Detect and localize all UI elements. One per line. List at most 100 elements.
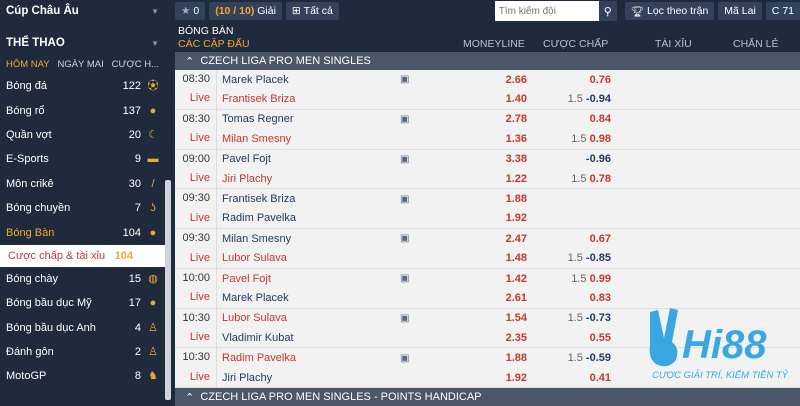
favorite-star-icon[interactable]: ▣ (400, 273, 410, 285)
moneyline-odds[interactable]: 1.48 (505, 252, 527, 265)
handicap-odds[interactable]: -0.96 (527, 153, 611, 165)
filter-match-button[interactable]: 🏆︎ Lọc theo trận (624, 2, 715, 20)
league-header[interactable]: ⌃ CZECH LIGA PRO MEN SINGLES (175, 52, 800, 70)
table-tennis-icon: ● (149, 226, 157, 239)
handicap-odds[interactable]: 1.5 -0.73 (527, 312, 611, 324)
moneyline-odds[interactable]: 1.92 (505, 371, 527, 384)
handicap-odds[interactable]: 0.84 (527, 113, 611, 125)
moneyline-odds[interactable]: 2.47 (505, 232, 527, 245)
team-name: Jiri Plachy (222, 371, 273, 384)
sidebar-cup-europe[interactable]: Cúp Châu Âu ▼ (0, 0, 165, 22)
moneyline-odds[interactable]: 2.61 (505, 291, 527, 304)
sidebar-scrollbar[interactable] (165, 180, 171, 400)
live-status: Live (175, 328, 217, 348)
label: MotoGP (6, 370, 47, 383)
moneyline-odds[interactable]: 3.38 (505, 153, 527, 166)
handicap-line: 1.5 (567, 312, 583, 325)
match: 08:30 Tomas Regner ▣ 2.78 0.84 Live Mila… (175, 109, 800, 150)
tab-tomorrow[interactable]: NGÀY MAI (57, 58, 104, 70)
moneyline-odds[interactable]: 1.22 (505, 172, 527, 185)
moneyline-odds[interactable]: 2.35 (505, 331, 527, 344)
favorite-star-icon[interactable]: ▣ (400, 233, 410, 245)
favorite-star-icon[interactable]: ▣ (400, 193, 410, 205)
team-name: Jiri Plachy (222, 172, 273, 185)
handicap-odds[interactable]: 1.5 -0.94 (527, 93, 611, 105)
moneyline-odds[interactable]: 1.36 (505, 132, 527, 145)
handicap-odds[interactable]: 0.41 (527, 372, 611, 384)
svg-text:CƯỢC GIẢI TRÍ, KIẾM TIỀN TỶ: CƯỢC GIẢI TRÍ, KIẾM TIỀN TỶ (652, 369, 789, 381)
leagues-count: 10 / 10 (218, 5, 251, 17)
search-input[interactable] (494, 1, 599, 21)
handicap-odds[interactable]: 1.5 -0.85 (527, 252, 611, 264)
refresh-button[interactable]: C 71 (765, 2, 800, 20)
team-name: Frantisek Briza (222, 193, 296, 206)
team-name: Marek Placek (222, 291, 289, 304)
label: Bóng bầu dục Anh (6, 321, 96, 334)
label: Đánh gôn (6, 346, 54, 359)
team-name: Frantisek Briza (222, 93, 296, 106)
odds-type-button[interactable]: Mã Lai (718, 2, 762, 20)
motorbike-icon: ♞ (148, 370, 158, 383)
count: 104 (114, 249, 133, 262)
match: 10:30 Lubor Sulava ▣ 1.54 1.5 -0.73 Live… (175, 308, 800, 349)
favorite-star-icon[interactable]: ▣ (400, 312, 410, 324)
sidebar-item[interactable]: Bóng đá 122 ⚽︎ (0, 74, 165, 98)
moneyline-odds[interactable]: 2.78 (505, 113, 527, 126)
fav-count: 0 (193, 5, 200, 17)
handicap-odds[interactable]: 0.55 (527, 332, 611, 344)
favorite-star-icon[interactable]: ▣ (400, 113, 410, 125)
table-row: 09:00 Pavel Fojt ▣ 3.38 -0.96 (175, 149, 800, 169)
handicap-line: 1.5 (571, 172, 587, 185)
handicap-odds[interactable]: 1.5 0.98 (527, 133, 611, 145)
sidebar-item[interactable]: Bóng chuyền 7 ʖ (0, 196, 165, 220)
favorites-button[interactable]: ★ 0 (175, 2, 206, 20)
sidebar-item[interactable]: Bóng rổ 137 ● (0, 98, 165, 122)
favorite-star-icon[interactable]: ▣ (400, 153, 410, 165)
trophy-icon: 🏆︎ (630, 5, 645, 18)
gamepad-icon: ▬ (147, 153, 159, 166)
sidebar-sports-header[interactable]: THỂ THAO ▼ (0, 32, 165, 54)
moneyline-header: MONEYLINE (463, 38, 525, 50)
sidebar-subitem-handicap[interactable]: Cược chấp & tài xỉu 104 (0, 244, 165, 267)
moneyline-odds[interactable]: 1.42 (505, 272, 527, 285)
cricket-icon: / (151, 177, 155, 190)
moneyline-odds[interactable]: 1.88 (505, 352, 527, 365)
handicap-odds[interactable]: 1.5 0.78 (527, 173, 611, 185)
sidebar-item[interactable]: Quần vợt 20 ☾ (0, 123, 165, 147)
expand-all-button[interactable]: ⊞ Tất cả (285, 2, 339, 20)
sidebar-item[interactable]: E-Sports 9 ▬ (0, 147, 165, 171)
handicap-odds[interactable]: 1.5 -0.59 (527, 352, 611, 364)
sidebar-item[interactable]: MotoGP 8 ♞ (0, 364, 165, 388)
tab-early[interactable]: CƯỢC H... (111, 58, 159, 70)
handicap-odds[interactable]: 0.76 (527, 74, 611, 86)
sidebar-item[interactable]: Bóng chày 15 ◍ (0, 267, 165, 291)
sidebar-item[interactable]: Bóng bầu dục Anh 4 ♙ (0, 316, 165, 340)
moneyline-odds[interactable]: 1.40 (505, 93, 527, 106)
table-row: Live Lubor Sulava 1.48 1.5 -0.85 (175, 248, 800, 268)
count: 30 (128, 177, 141, 190)
moneyline-odds[interactable]: 1.88 (505, 193, 527, 206)
league-header[interactable]: ⌃ CZECH LIGA PRO MEN SINGLES - POINTS HA… (175, 388, 800, 406)
moneyline-odds[interactable]: 1.54 (505, 312, 527, 325)
moneyline-odds[interactable]: 1.92 (505, 212, 527, 225)
label: Quần vợt (6, 128, 52, 141)
match: 09:00 Pavel Fojt ▣ 3.38 -0.96 Live Jiri … (175, 149, 800, 190)
sidebar-item[interactable]: Bóng Bàn 104 ● (0, 220, 165, 244)
sidebar-item[interactable]: Môn crikê 30 / (0, 172, 165, 196)
favorite-star-icon[interactable]: ▣ (400, 74, 410, 86)
table-row: Live Vladimir Kubat 2.35 0.55 (175, 328, 800, 348)
tab-today[interactable]: HÔM NAY (6, 58, 50, 70)
table-row: 09:30 Milan Smesny ▣ 2.47 0.67 (175, 229, 800, 249)
label: Bóng bầu dục Mỹ (6, 297, 92, 310)
handicap-odds[interactable]: 0.67 (527, 233, 611, 245)
handicap-odds[interactable]: 0.83 (527, 292, 611, 304)
sidebar-item[interactable]: Bóng bầu dục Mỹ 17 ● (0, 291, 165, 315)
table-row: Live Jiri Plachy 1.92 0.41 (175, 367, 800, 388)
sidebar-item[interactable]: Đánh gôn 2 ♙ (0, 340, 165, 364)
favorite-star-icon[interactable]: ▣ (400, 352, 410, 364)
handicap-odds[interactable]: 1.5 0.99 (527, 273, 611, 285)
search-icon[interactable]: ⚲ (598, 1, 617, 21)
moneyline-odds[interactable]: 2.66 (505, 73, 527, 86)
leagues-button[interactable]: ( 10 / 10 ) Giải (209, 2, 282, 20)
refresh-count: 71 (782, 5, 794, 17)
